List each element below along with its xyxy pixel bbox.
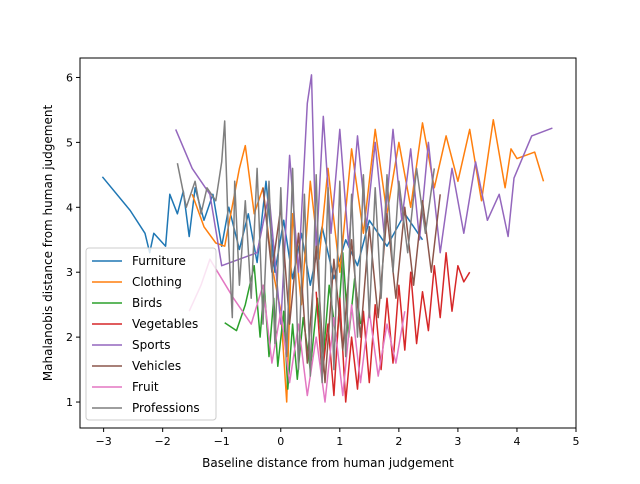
y-axis-label: Mahalanobis distance from human judgemen… bbox=[41, 105, 55, 382]
x-tick-label: 2 bbox=[395, 435, 402, 448]
x-tick-label: −2 bbox=[155, 435, 171, 448]
series-line-clothing bbox=[191, 118, 545, 403]
legend-label-vehicles: Vehicles bbox=[132, 359, 181, 373]
legend-label-professions: Professions bbox=[132, 401, 200, 415]
legend: Furniture Clothing Birds Vegetables Sports Ve… bbox=[85, 247, 217, 421]
legend-items: Furniture Clothing Birds Vegetables Sports Ve… bbox=[92, 254, 200, 415]
legend-label-vegetables: Vegetables bbox=[132, 317, 198, 331]
y-tick-label: 5 bbox=[66, 136, 73, 149]
y-tick-label: 1 bbox=[66, 396, 73, 409]
plot-lines bbox=[101, 74, 553, 403]
y-axis-ticks: 1 2 3 4 5 6 bbox=[66, 71, 80, 409]
x-axis-ticks: −3 −2 −1 0 1 2 3 4 5 bbox=[96, 428, 580, 448]
legend-label-sports: Sports bbox=[132, 338, 170, 352]
x-tick-label: 5 bbox=[573, 435, 580, 448]
y-tick-label: 3 bbox=[66, 266, 73, 279]
axes-frame bbox=[79, 57, 577, 429]
x-tick-label: 4 bbox=[513, 435, 520, 448]
x-tick-label: 1 bbox=[336, 435, 343, 448]
x-tick-label: −3 bbox=[96, 435, 112, 448]
legend-label-birds: Birds bbox=[132, 296, 162, 310]
x-tick-label: 3 bbox=[454, 435, 461, 448]
legend-label-fruit: Fruit bbox=[132, 380, 159, 394]
y-tick-label: 4 bbox=[66, 201, 73, 214]
legend-label-furniture: Furniture bbox=[132, 254, 186, 268]
series-line-vehicles bbox=[262, 187, 441, 384]
legend-box bbox=[85, 247, 217, 421]
series-line-professions bbox=[176, 120, 436, 384]
y-tick-label: 2 bbox=[66, 331, 73, 344]
legend-label-clothing: Clothing bbox=[132, 275, 182, 289]
x-tick-label: 0 bbox=[277, 435, 284, 448]
x-axis-label: Baseline distance from human judgement bbox=[202, 456, 454, 470]
series-line-fruit bbox=[188, 258, 406, 403]
x-tick-label: −1 bbox=[214, 435, 230, 448]
y-tick-label: 6 bbox=[66, 71, 73, 84]
series-line-sports bbox=[175, 74, 553, 325]
